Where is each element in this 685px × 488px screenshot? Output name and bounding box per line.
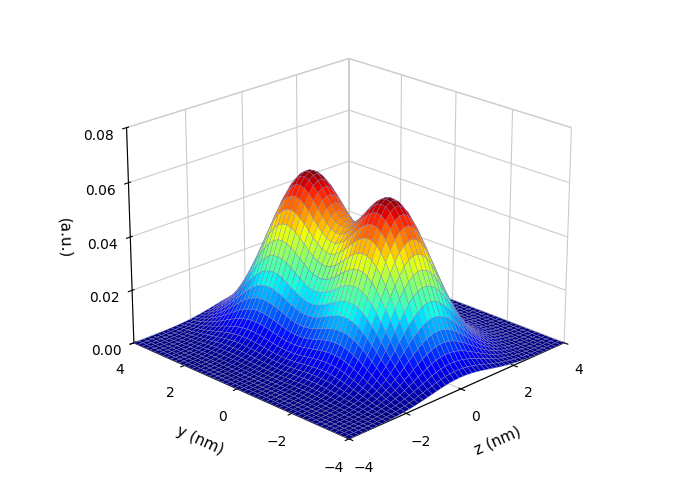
Y-axis label: y (nm): y (nm) — [174, 422, 226, 456]
X-axis label: z (nm): z (nm) — [473, 423, 523, 456]
